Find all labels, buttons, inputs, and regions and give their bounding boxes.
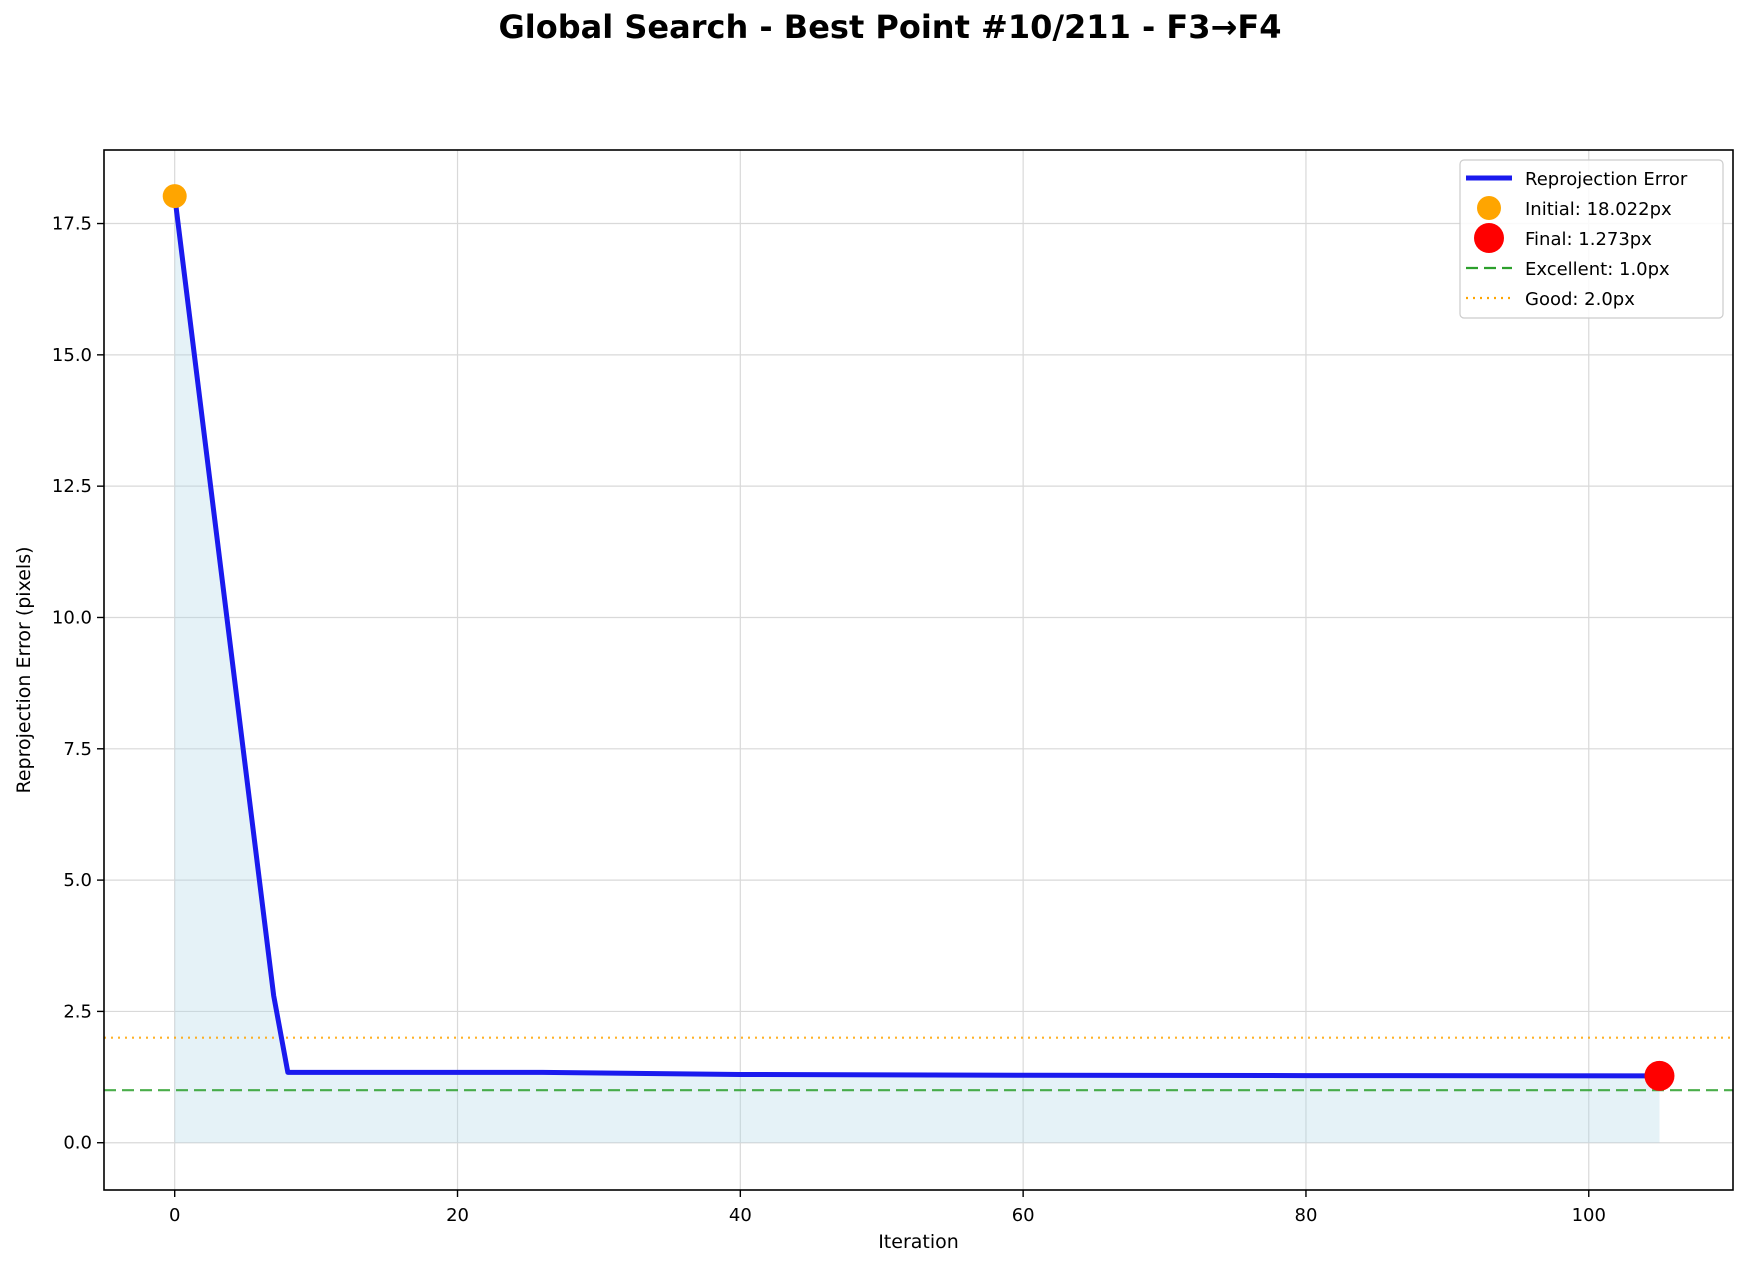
series-line: [172, 195, 1660, 1079]
y-tick-label: 15.0: [52, 345, 92, 366]
x-tick-label: 60: [1012, 1205, 1035, 1226]
series-fill-area: [174, 196, 1660, 1143]
legend-marker-handle: [1477, 196, 1501, 220]
y-tick-label: 17.5: [52, 214, 92, 235]
x-tick-label: 40: [729, 1205, 752, 1226]
x-tick-label: 80: [1295, 1205, 1318, 1226]
legend-label: Excellent: 1.0px: [1525, 259, 1670, 280]
x-tick-label: 100: [1572, 1205, 1606, 1226]
y-tick-label: 0.0: [63, 1133, 92, 1154]
legend-label: Initial: 18.022px: [1525, 199, 1672, 220]
y-tick-label: 5.0: [63, 870, 92, 891]
y-tick-label: 10.0: [52, 607, 92, 628]
y-tick-label: 12.5: [52, 476, 92, 497]
legend-label: Good: 2.0px: [1525, 289, 1635, 310]
x-tick-label: 0: [169, 1205, 180, 1226]
legend-label: Final: 1.273px: [1525, 229, 1652, 250]
y-tick-label: 2.5: [63, 1001, 92, 1022]
x-tick-label: 20: [446, 1205, 469, 1226]
legend-box: [1459, 159, 1724, 319]
y-axis-label: Reprojection Error (pixels): [13, 546, 35, 793]
x-axis-label: Iteration: [878, 1231, 959, 1253]
initial-marker: [162, 184, 187, 209]
final-marker: [1644, 1060, 1675, 1091]
axes-frame: [103, 149, 1734, 1191]
chart-title: Global Search - Best Point #10/211 - F3→…: [498, 8, 1282, 46]
y-tick-label: 7.5: [63, 739, 92, 760]
legend-marker-handle: [1474, 223, 1504, 253]
legend-label: Reprojection Error: [1525, 169, 1688, 190]
